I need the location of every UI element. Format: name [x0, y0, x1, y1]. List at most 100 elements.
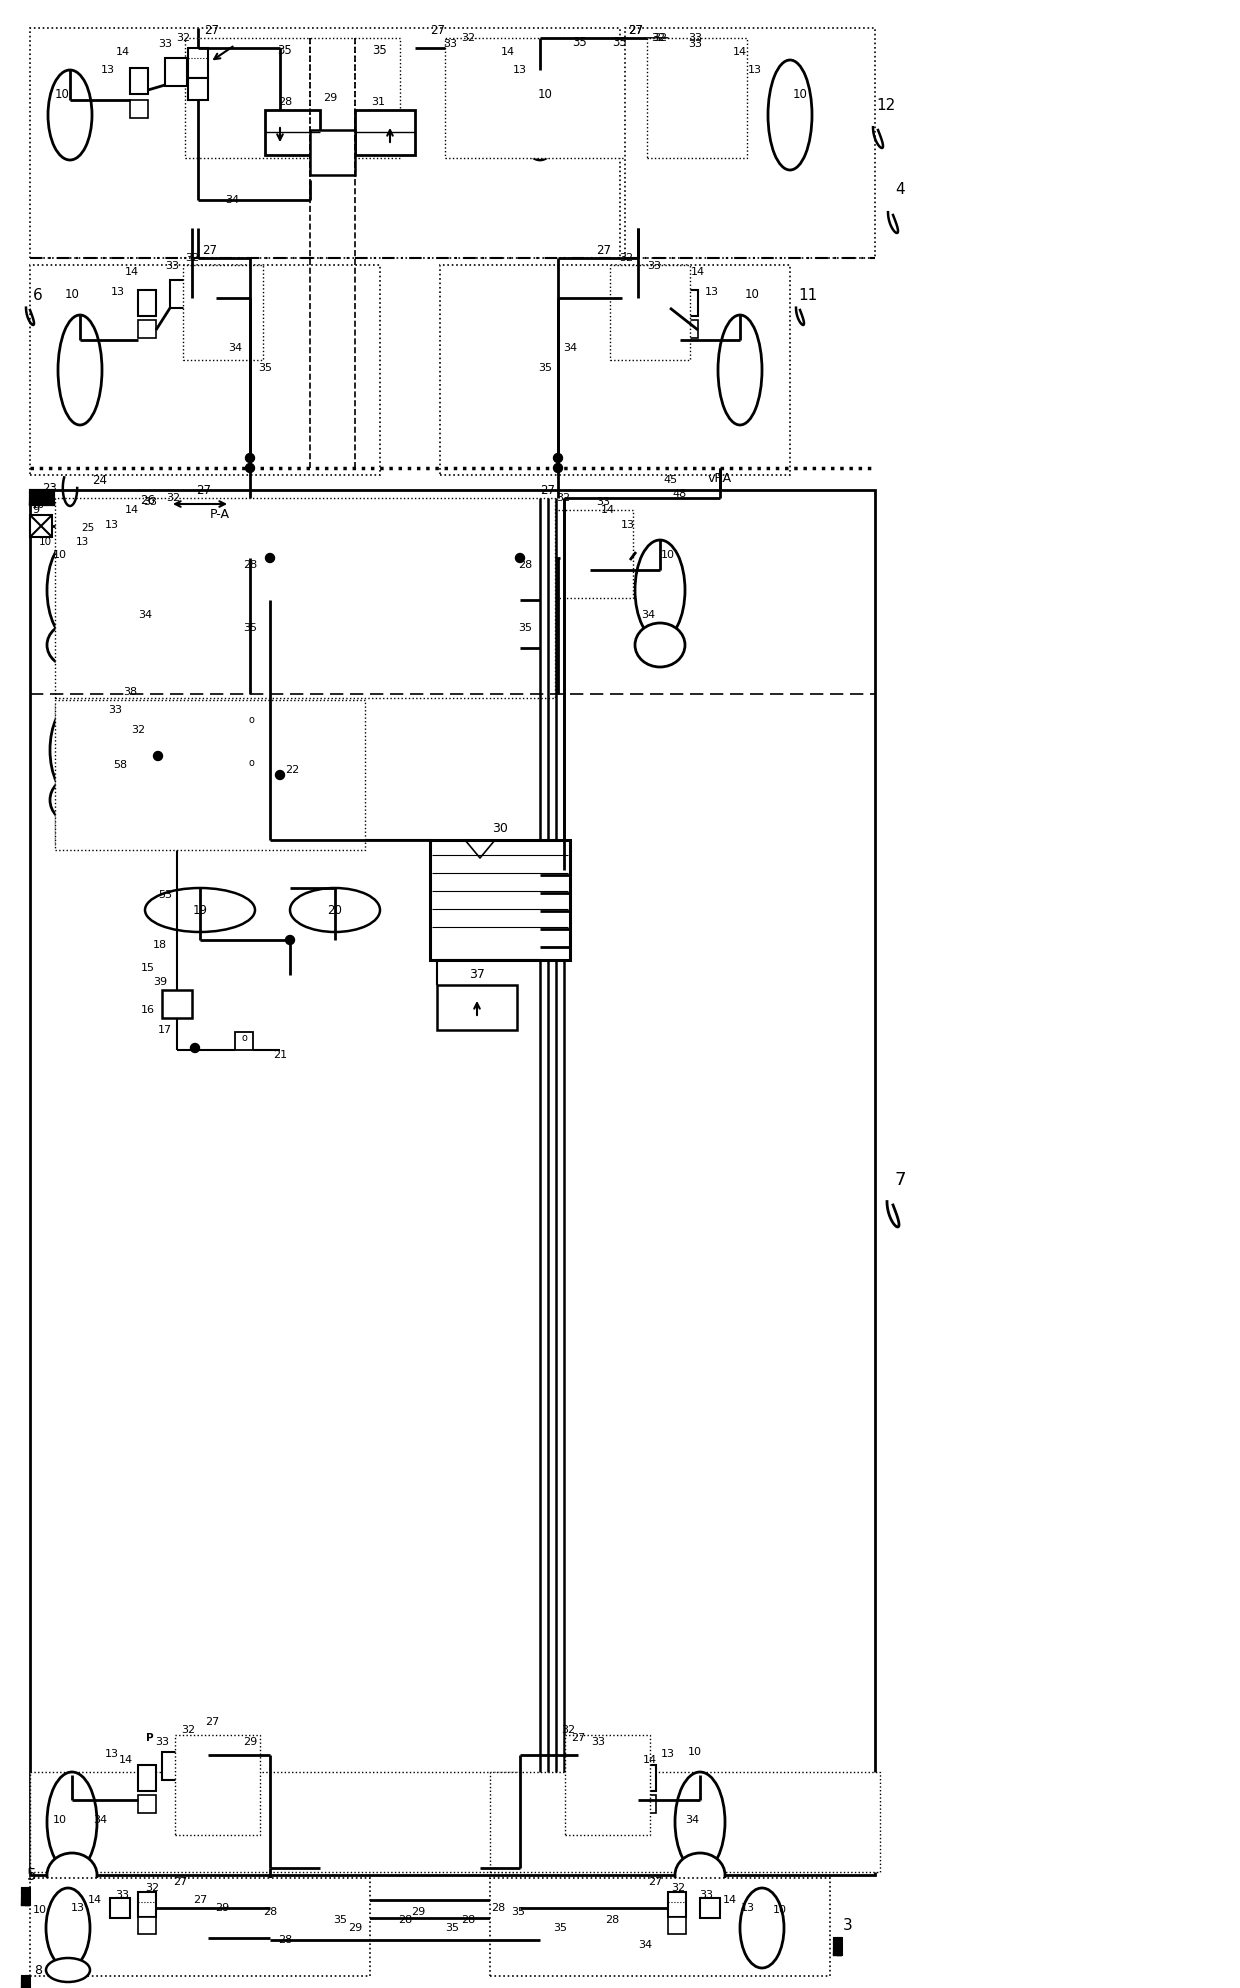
- Bar: [196, 268, 216, 298]
- Bar: [242, 757, 260, 775]
- Text: 5: 5: [26, 1867, 36, 1883]
- Bar: [174, 549, 197, 571]
- Text: 32: 32: [619, 252, 634, 262]
- Ellipse shape: [48, 70, 92, 159]
- Text: 10: 10: [64, 288, 79, 302]
- Bar: [30, 1771, 520, 1873]
- Ellipse shape: [518, 70, 562, 159]
- Bar: [185, 38, 401, 157]
- Text: 10: 10: [55, 89, 69, 101]
- Bar: [622, 268, 642, 298]
- Ellipse shape: [740, 1889, 784, 1968]
- Bar: [160, 511, 246, 598]
- Bar: [465, 78, 485, 99]
- Text: P-A: P-A: [210, 507, 229, 521]
- Text: 27: 27: [541, 483, 556, 497]
- Text: 26: 26: [140, 493, 155, 507]
- Bar: [188, 78, 208, 99]
- Text: 28: 28: [491, 1903, 505, 1912]
- Bar: [490, 1879, 830, 1976]
- Text: 33: 33: [647, 260, 661, 270]
- Text: 13: 13: [513, 66, 527, 76]
- Ellipse shape: [50, 706, 94, 795]
- Text: 35: 35: [538, 364, 552, 374]
- Text: 32: 32: [556, 493, 570, 503]
- Text: 38: 38: [123, 688, 138, 698]
- Text: 13: 13: [621, 521, 635, 531]
- Text: 13: 13: [100, 66, 115, 76]
- Text: 28: 28: [278, 1934, 293, 1944]
- Text: 30: 30: [492, 821, 508, 835]
- Text: 20: 20: [327, 903, 342, 916]
- Bar: [110, 1899, 130, 1918]
- Text: 29: 29: [243, 1738, 257, 1747]
- Bar: [440, 264, 790, 475]
- Circle shape: [553, 463, 563, 473]
- Text: 19: 19: [192, 903, 207, 916]
- Bar: [57, 515, 72, 531]
- Bar: [548, 511, 632, 598]
- Text: 17: 17: [157, 1026, 172, 1036]
- Bar: [445, 38, 660, 157]
- Text: 34: 34: [138, 610, 153, 620]
- Bar: [639, 1795, 656, 1813]
- Bar: [30, 1879, 370, 1976]
- Text: 29: 29: [410, 1906, 425, 1916]
- Text: 3: 3: [843, 1918, 853, 1932]
- Text: 9: 9: [32, 505, 40, 515]
- Bar: [625, 28, 875, 258]
- Text: 34: 34: [641, 610, 655, 620]
- Bar: [138, 1893, 156, 1916]
- Text: 33: 33: [443, 40, 458, 50]
- Bar: [174, 519, 197, 549]
- Bar: [725, 99, 743, 117]
- Text: 10: 10: [661, 551, 675, 561]
- Text: 18: 18: [153, 940, 167, 950]
- Bar: [355, 109, 415, 155]
- Text: 34: 34: [563, 344, 577, 354]
- Bar: [610, 264, 689, 360]
- Text: vRA: vRA: [708, 471, 732, 485]
- Circle shape: [246, 463, 254, 473]
- Ellipse shape: [50, 777, 94, 821]
- Bar: [138, 1916, 156, 1934]
- Text: 53: 53: [157, 891, 172, 901]
- Bar: [590, 561, 608, 579]
- Text: 33: 33: [699, 1891, 713, 1901]
- Ellipse shape: [69, 519, 105, 539]
- Text: 13: 13: [748, 66, 763, 76]
- Bar: [590, 531, 608, 557]
- Text: 34: 34: [637, 1940, 652, 1950]
- Text: 27: 27: [202, 243, 217, 256]
- Ellipse shape: [47, 1771, 97, 1873]
- Text: o: o: [241, 1034, 247, 1044]
- Text: 28: 28: [518, 561, 532, 571]
- Circle shape: [191, 1044, 200, 1052]
- Text: 10: 10: [31, 501, 45, 511]
- Text: 33: 33: [115, 1891, 129, 1901]
- Bar: [130, 99, 148, 117]
- Bar: [138, 290, 156, 316]
- Bar: [430, 841, 570, 960]
- Text: 34: 34: [228, 344, 242, 354]
- Text: 24: 24: [93, 473, 108, 487]
- Text: 33: 33: [108, 706, 122, 716]
- Text: 32: 32: [145, 1883, 159, 1893]
- Bar: [448, 58, 470, 85]
- Circle shape: [265, 553, 274, 563]
- Circle shape: [246, 453, 254, 463]
- Text: 13: 13: [661, 1749, 675, 1759]
- Text: 35: 35: [573, 36, 588, 48]
- Text: 35: 35: [373, 44, 387, 56]
- Text: P: P: [146, 1734, 154, 1743]
- Bar: [608, 531, 627, 553]
- Circle shape: [516, 553, 525, 563]
- Text: 13: 13: [71, 1903, 86, 1912]
- Text: 32: 32: [131, 726, 145, 736]
- Bar: [680, 320, 698, 338]
- Bar: [701, 1899, 720, 1918]
- Bar: [55, 499, 556, 698]
- Text: 10: 10: [744, 288, 759, 302]
- Text: 32: 32: [651, 34, 665, 44]
- Text: 14: 14: [723, 1895, 737, 1905]
